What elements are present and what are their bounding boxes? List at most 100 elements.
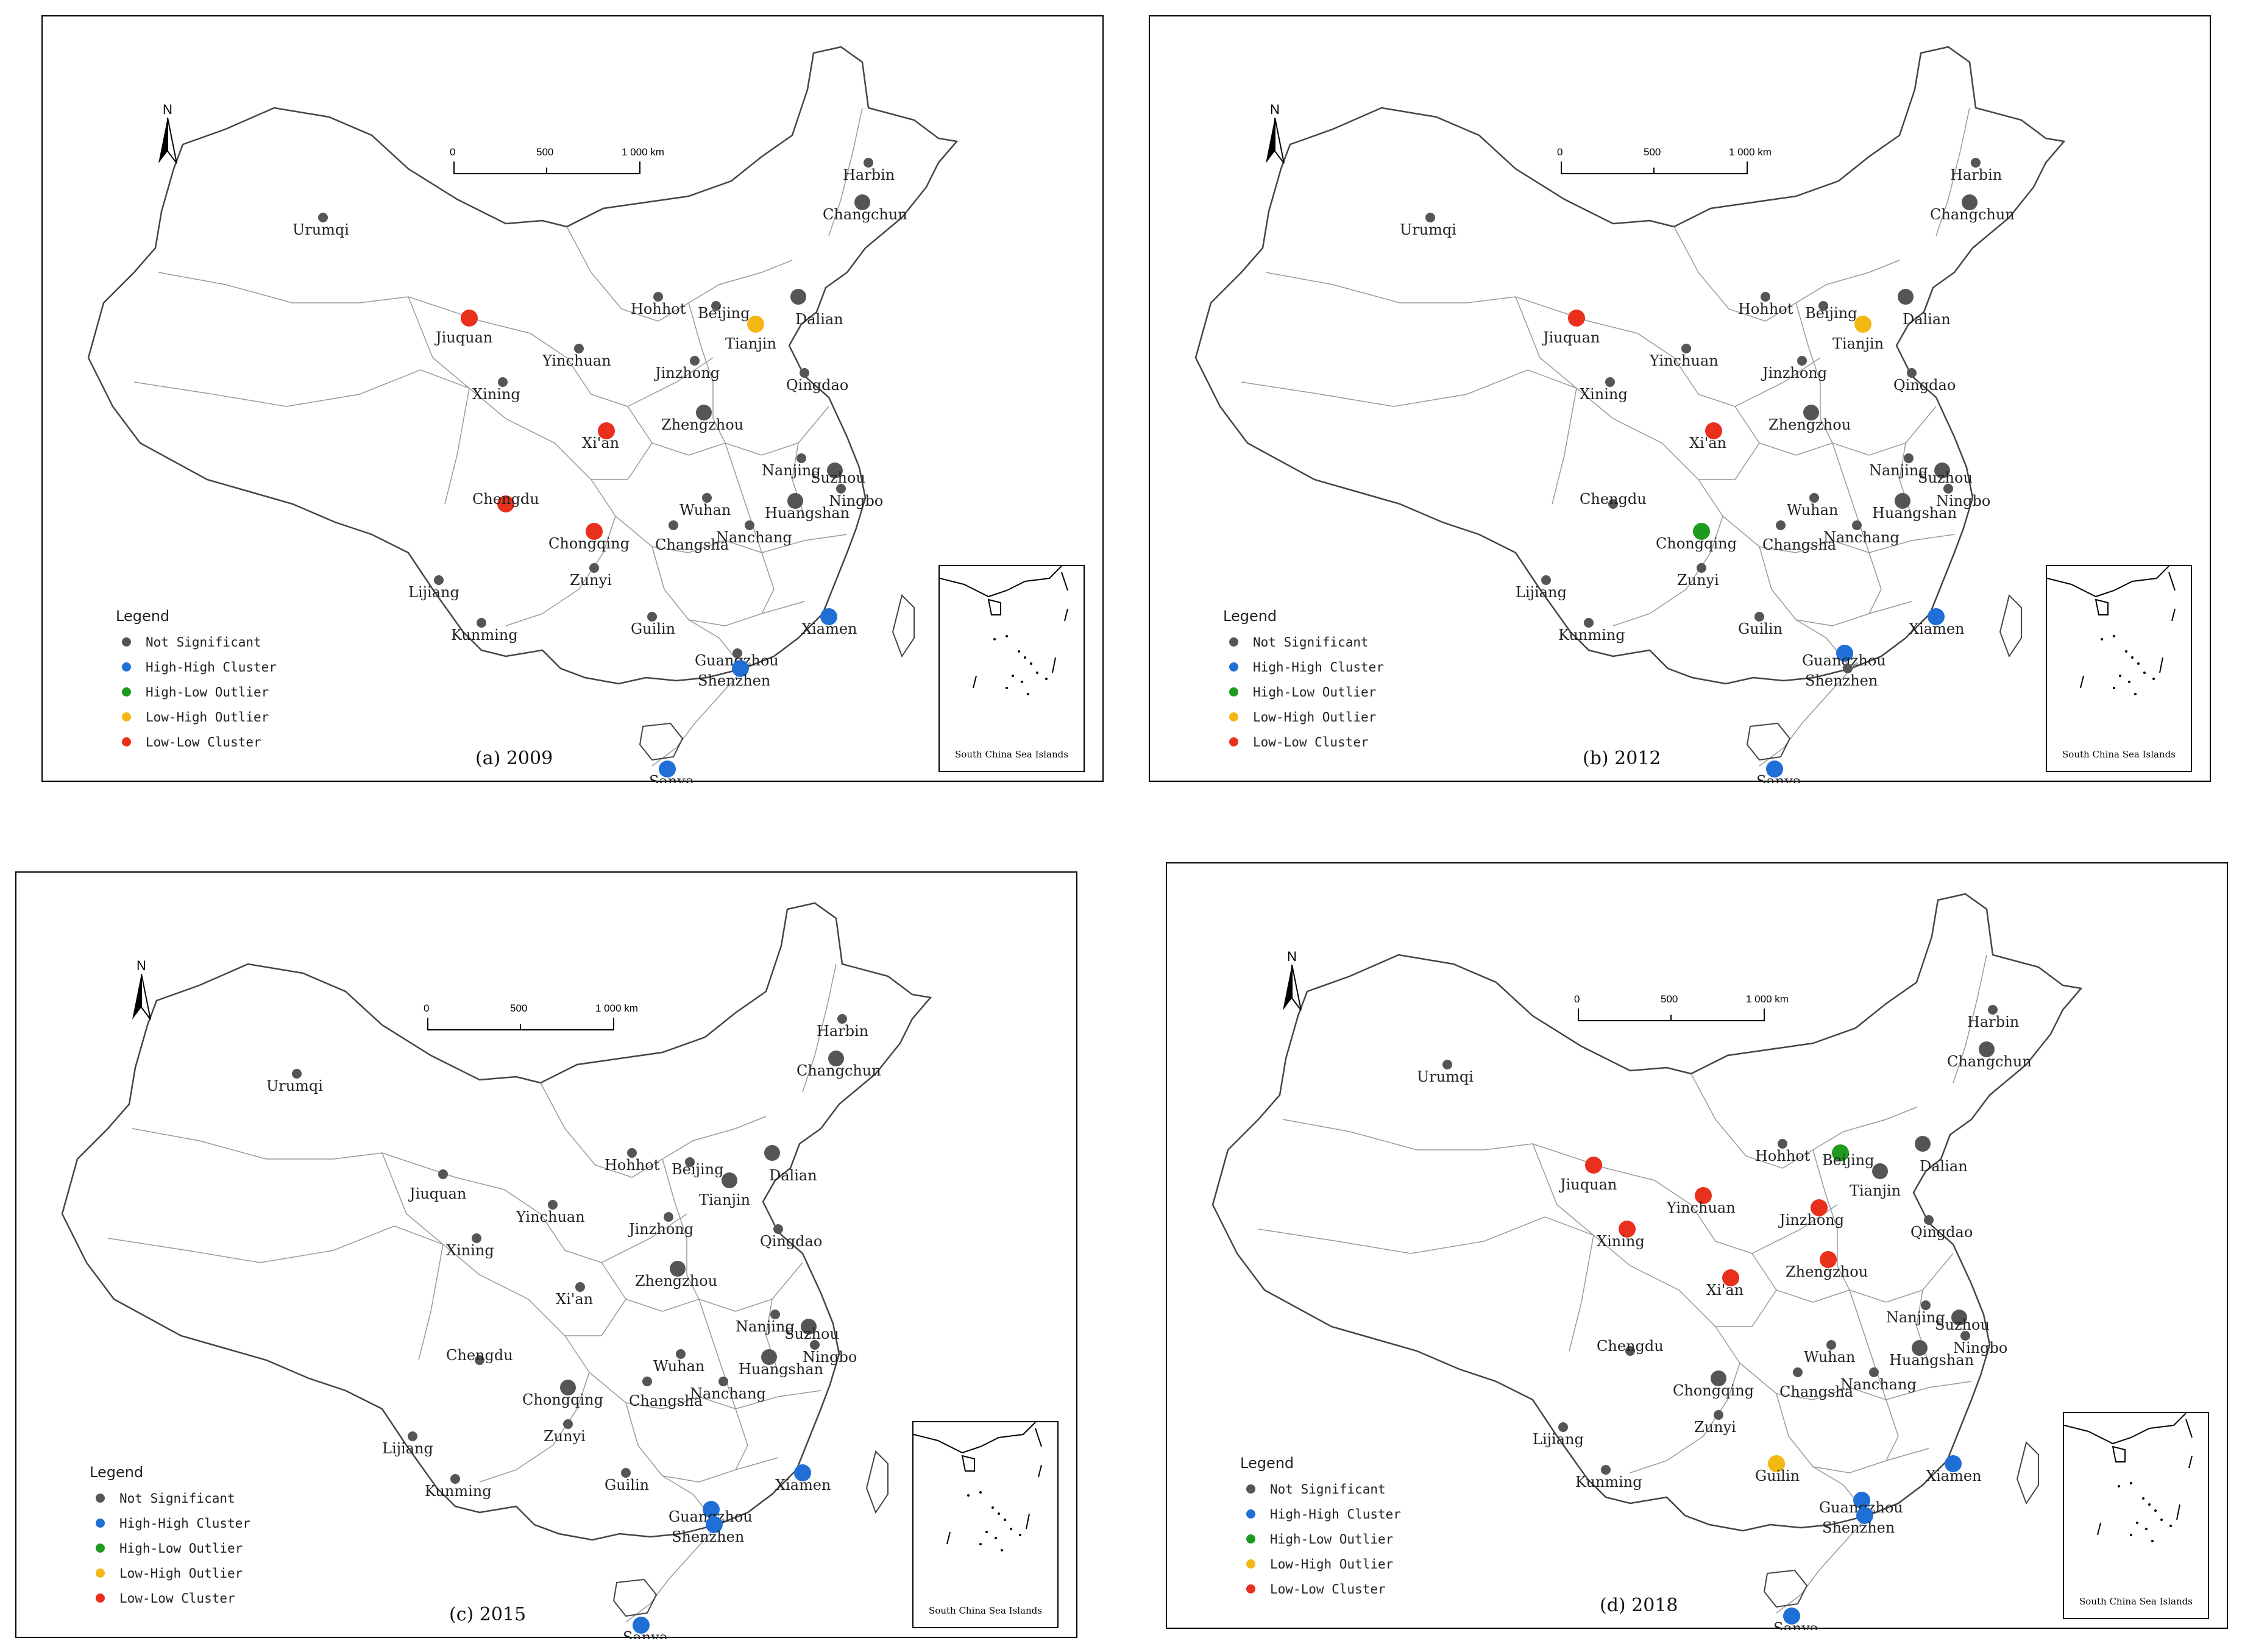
- city-marker: Jinzhong: [627, 1212, 694, 1238]
- city-label: Chengdu: [446, 1347, 513, 1364]
- province-boundary: [591, 479, 848, 553]
- province-boundary: [1715, 1326, 1972, 1400]
- province-boundary: [1588, 321, 1821, 407]
- city-marker: Nanjing: [736, 1310, 795, 1335]
- city-marker: Changsha: [629, 1377, 703, 1409]
- city-point: [472, 1233, 481, 1243]
- city-label: Nanchang: [1823, 529, 1900, 546]
- province-boundary: [455, 1177, 687, 1263]
- north-label: N: [1270, 102, 1280, 117]
- city-point: [1793, 1367, 1803, 1377]
- city-marker: Chongqing: [522, 1380, 603, 1408]
- city-label: Nanjing: [736, 1318, 795, 1335]
- city-label: Changsha: [1779, 1383, 1853, 1400]
- city-marker: Suzhou: [811, 463, 865, 486]
- city-point: [669, 520, 678, 530]
- city-label: Jinzhong: [653, 364, 720, 381]
- province-boundary: [1832, 442, 1882, 614]
- city-label: Suzhou: [1935, 1316, 1990, 1333]
- legend-item: Low-Low Cluster: [1240, 1576, 1401, 1601]
- city-marker: Lijiang: [382, 1431, 433, 1457]
- city-marker: Urumqi: [293, 213, 349, 238]
- city-point: [1852, 520, 1862, 530]
- province-boundary: [1532, 1143, 1594, 1352]
- province-boundary: [688, 619, 744, 669]
- city-label: Dalian: [1903, 311, 1951, 328]
- city-marker: Ningbo: [829, 484, 883, 509]
- scale-bar: 0 500 1 000 km: [439, 144, 670, 184]
- city-marker: Sanya: [1773, 1608, 1818, 1630]
- city-label: Guilin: [1738, 620, 1783, 637]
- city-label: Urumqi: [1400, 221, 1456, 238]
- city-point: [1979, 1041, 1995, 1057]
- city-label: Xi'an: [556, 1291, 593, 1308]
- city-point: [1619, 1221, 1636, 1238]
- city-point: [1912, 1340, 1928, 1356]
- legend-label: Not Significant: [1270, 1481, 1386, 1497]
- legend-swatch: [1229, 662, 1238, 672]
- city-label: Huangshan: [739, 1361, 823, 1378]
- city-label: Yinchuan: [1666, 1199, 1736, 1216]
- city-point: [1693, 523, 1710, 540]
- city-marker: Nanchang: [690, 1377, 766, 1402]
- china-map: Urumqi Harbin Changchun Hohhot Beijing Dalian…: [87, 46, 959, 783]
- legend-swatch: [1246, 1534, 1255, 1544]
- province-boundary: [158, 272, 482, 322]
- taiwan-island: [865, 1450, 889, 1514]
- legend-item: High-High Cluster: [90, 1511, 250, 1536]
- city-label: Chongqing: [1673, 1382, 1754, 1399]
- city-point: [722, 1172, 737, 1188]
- city-label: Yinchuan: [516, 1208, 585, 1225]
- north-arrow-icon: [158, 117, 177, 164]
- city-point: [1872, 1163, 1888, 1179]
- city-label: Sanya: [1756, 773, 1801, 783]
- city-point: [1818, 301, 1828, 311]
- city-label: Harbin: [817, 1023, 868, 1040]
- city-label: Yinchuan: [1649, 352, 1719, 369]
- city-marker: Nanchang: [716, 520, 792, 546]
- city-point: [621, 1468, 631, 1478]
- city-marker: Nanjing: [762, 453, 821, 479]
- north-arrow: N: [1274, 949, 1310, 1017]
- legend-swatch: [1229, 687, 1238, 697]
- city-marker: Hohhot: [631, 292, 686, 317]
- province-boundary: [651, 662, 750, 767]
- south-china-sea-inset: South China Sea Islands: [938, 565, 1085, 772]
- city-point: [828, 1051, 844, 1066]
- city-point: [794, 1464, 811, 1481]
- city-marker: Guilin: [631, 612, 675, 637]
- city-point: [711, 301, 721, 311]
- city-point: [1558, 1422, 1568, 1432]
- city-label: Nanchang: [716, 529, 792, 546]
- city-point: [1776, 520, 1786, 530]
- city-label: Ningbo: [803, 1349, 857, 1366]
- south-china-sea-inset: South China Sea Islands: [912, 1421, 1059, 1628]
- city-marker: Hohhot: [1755, 1139, 1811, 1165]
- city-label: Xiamen: [1909, 620, 1965, 637]
- city-point: [1962, 194, 1978, 210]
- scale-tick-label: 0: [424, 1002, 429, 1014]
- city-marker: Zhengzhou: [661, 405, 743, 433]
- city-point: [1754, 612, 1764, 622]
- city-label: Guilin: [605, 1477, 649, 1494]
- city-label: Tianjin: [699, 1191, 750, 1208]
- city-point: [642, 1377, 652, 1386]
- city-point: [670, 1261, 686, 1277]
- city-marker: Lijiang: [1516, 575, 1567, 601]
- city-marker: Dalian: [764, 1145, 817, 1184]
- city-label: Urumqi: [266, 1077, 323, 1094]
- city-point: [718, 1377, 728, 1386]
- city-point: [773, 1224, 783, 1234]
- city-point: [659, 760, 676, 778]
- city-marker: Xi'an: [556, 1282, 593, 1308]
- city-point: [820, 608, 837, 625]
- city-label: Xiamen: [1926, 1467, 1982, 1484]
- city-point: [1853, 1492, 1870, 1509]
- city-point: [574, 344, 584, 353]
- legend-label: High-High Cluster: [1253, 659, 1384, 675]
- province-boundary: [1258, 1216, 1631, 1266]
- north-label: N: [163, 102, 172, 117]
- city-label: Shenzhen: [672, 1528, 744, 1545]
- legend-item: High-Low Outlier: [90, 1536, 250, 1561]
- city-label: Nanchang: [1840, 1376, 1917, 1393]
